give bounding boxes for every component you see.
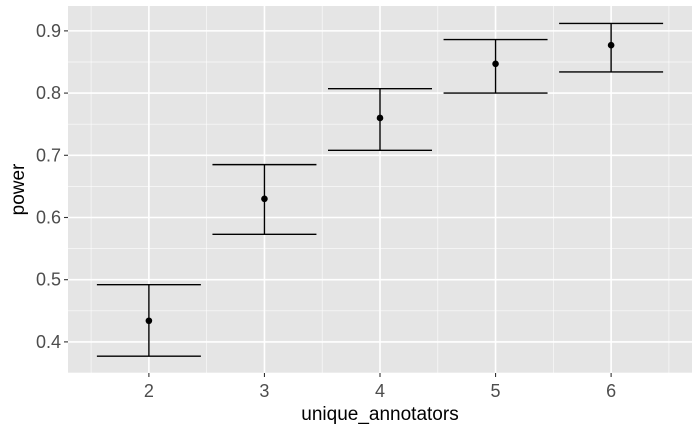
y-tick-label: 0.6	[36, 207, 61, 227]
points	[145, 41, 615, 325]
x-tick-label: 6	[606, 381, 616, 401]
x-tick-label: 5	[491, 381, 501, 401]
data-point	[376, 114, 384, 122]
x-tick-label: 4	[375, 381, 385, 401]
data-point	[607, 41, 615, 49]
y-tick-label: 0.8	[36, 83, 61, 103]
data-point	[261, 195, 268, 203]
y-tick-label: 0.4	[36, 332, 61, 352]
y-tick-label: 0.7	[36, 145, 61, 165]
errorbars	[96, 22, 664, 357]
y-tick-label: 0.9	[36, 21, 61, 41]
data-point	[145, 317, 153, 325]
x-tick-label: 3	[259, 381, 269, 401]
x-tick-label: 2	[144, 381, 154, 401]
y-tick-label: 0.5	[36, 270, 61, 290]
data-point	[492, 60, 499, 68]
x-axis-ticks: 2 3 4 5 6	[144, 373, 616, 401]
x-axis-title: unique_annotators	[301, 404, 458, 425]
y-axis-ticks: 0.4 0.5 0.6 0.7 0.8 0.9	[36, 21, 68, 352]
y-axis-title: power	[8, 163, 29, 215]
